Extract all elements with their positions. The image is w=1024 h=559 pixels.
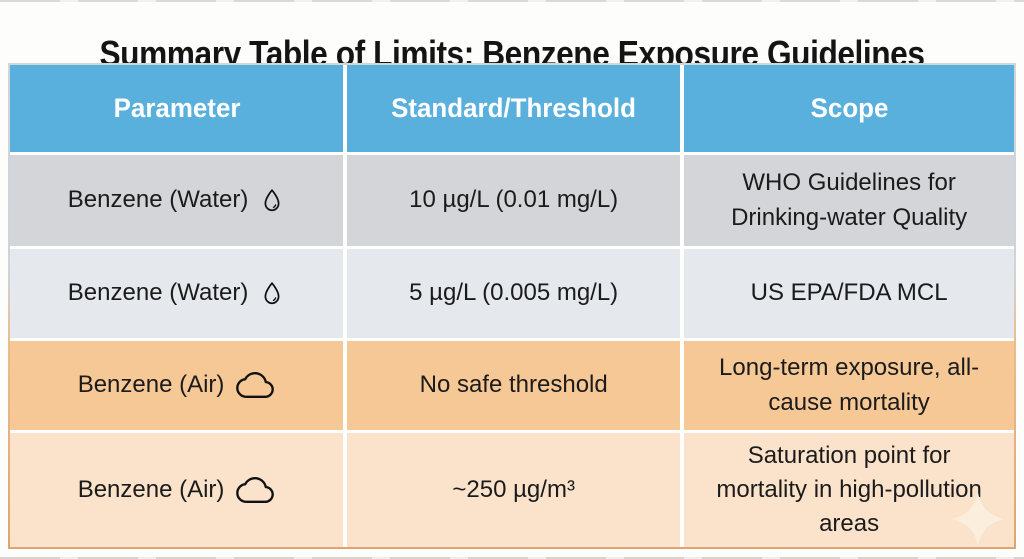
parameter-label: Benzene (Air) [77,475,225,503]
standard-cell-row1: 10 µg/L (0.01 mg/L) [347,155,681,246]
water-drop-icon [259,278,285,309]
water-drop-icon [259,185,285,216]
scope-value: WHO Guidelines for Drinking-water Qualit… [731,169,968,231]
standard-cell-row3: No safe threshold [347,341,681,430]
column-header-label: Parameter [113,93,240,124]
parameter-cell-row2: Benzene (Water) [10,249,344,338]
parameter-label: Benzene (Air) [77,371,225,399]
cloud-icon [235,476,275,504]
column-header-label: Scope [810,93,889,124]
standard-value: 5 µg/L (0.005 mg/L) [409,279,619,307]
bottom-edge-hairline [0,557,1024,559]
column-header-parameter: Parameter [10,65,344,152]
standard-value: No safe threshold [419,371,608,399]
scope-cell-row1: WHO Guidelines for Drinking-water Qualit… [684,155,1014,246]
scope-value: Saturation point for mortality in high-p… [716,441,982,538]
scope-value: Long-term exposure, all-cause mortality [719,354,980,416]
standard-cell-row4: ~250 µg/m³ [347,433,681,547]
parameter-cell-row4: Benzene (Air) [10,433,344,547]
scope-value: US EPA/FDA MCL [750,279,948,307]
scope-cell-row3: Long-term exposure, all-cause mortality [684,341,1014,430]
parameter-cell-row3: Benzene (Air) [10,341,344,430]
cloud-icon [235,371,275,399]
parameter-cell-row1: Benzene (Water) [10,155,344,246]
standard-cell-row2: 5 µg/L (0.005 mg/L) [347,249,681,338]
standard-value: 10 µg/L (0.01 mg/L) [409,186,619,214]
scope-cell-row2: US EPA/FDA MCL [684,249,1014,338]
top-edge-hairline [0,0,1024,2]
column-header-standard: Standard/Threshold [347,65,681,152]
benzene-limits-table: Parameter Standard/Threshold Scope Benze… [8,63,1016,549]
column-header-label: Standard/Threshold [391,93,637,124]
parameter-label: Benzene (Water) [67,186,249,214]
standard-value: ~250 µg/m³ [452,475,575,503]
column-header-scope: Scope [684,65,1014,152]
parameter-label: Benzene (Water) [67,279,249,307]
scope-cell-row4: Saturation point for mortality in high-p… [684,433,1014,547]
